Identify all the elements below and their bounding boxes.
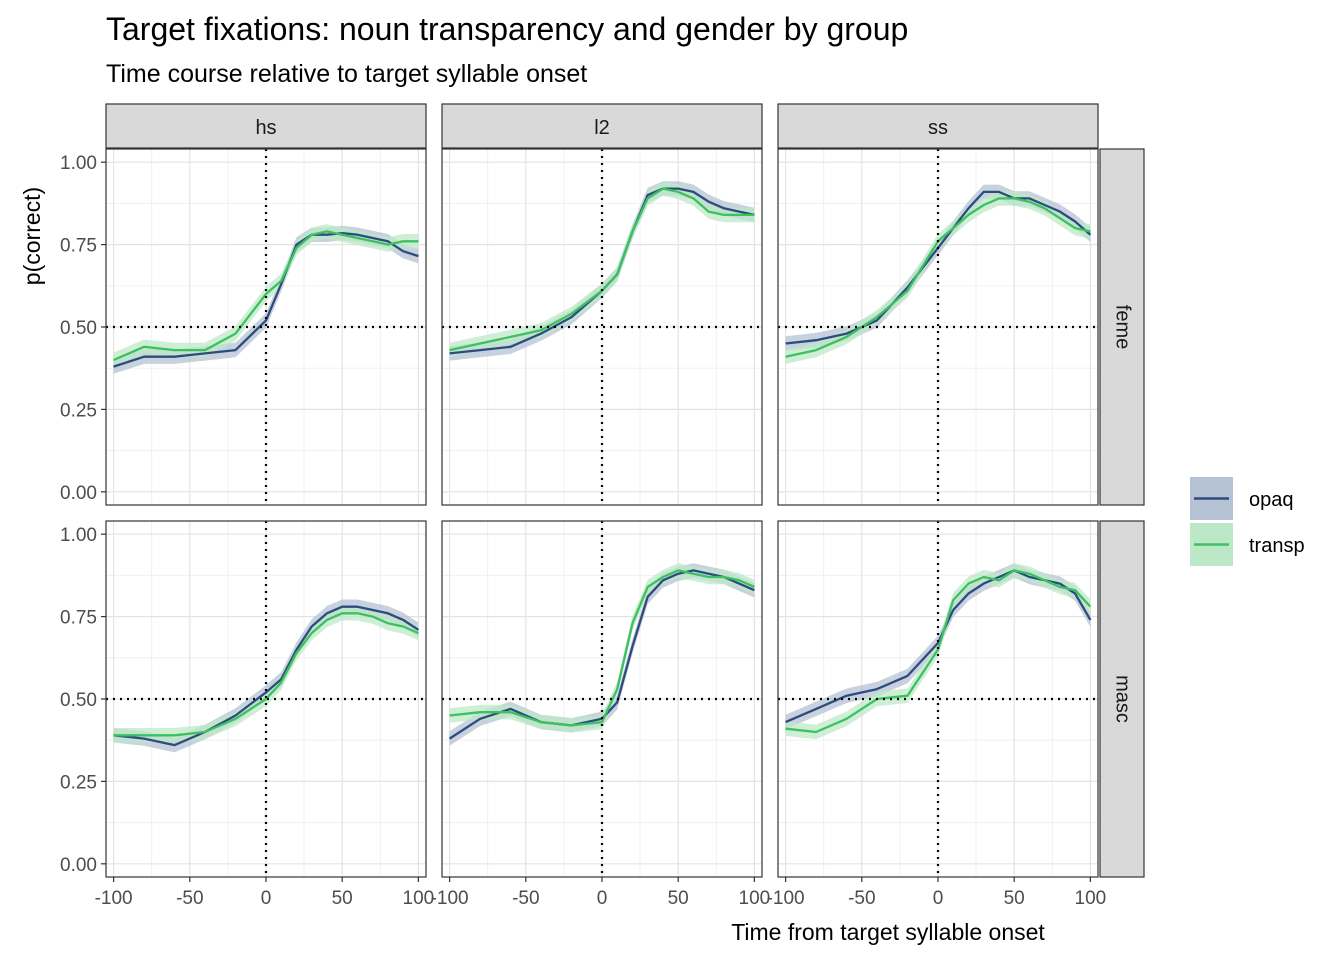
series-line-transp [113, 230, 419, 362]
series-line-transp [113, 612, 419, 737]
y-tick-label: 0.75 [60, 608, 97, 629]
y-tick-label: 0.50 [60, 318, 97, 339]
y-tick-label: 0.00 [60, 855, 97, 876]
x-tick-label: 100 [1075, 888, 1107, 909]
panel-l2-feme [441, 148, 763, 506]
panel-border [441, 148, 763, 506]
legend: opaq transp [1190, 477, 1305, 566]
strip-label-ss: ss [928, 117, 948, 139]
x-tick-label: -100 [431, 888, 469, 909]
series-line-transp [785, 197, 1091, 358]
ribbon-opaq [785, 184, 1091, 351]
x-tick-label: -100 [95, 888, 133, 909]
series-line-transp [785, 569, 1092, 734]
ribbon-transp [449, 181, 755, 358]
y-tick-label: 1.00 [60, 153, 97, 174]
x-tick-label: 50 [1004, 888, 1025, 909]
y-tick-label: 0.50 [60, 690, 97, 711]
series-line-transp [449, 569, 755, 727]
x-axis-title: Time from target syllable onset [731, 919, 1045, 945]
series-line-opaq [113, 231, 419, 368]
x-tick-label: 100 [739, 888, 771, 909]
chart-title: Target fixations: noun transparency and … [106, 11, 908, 47]
x-tick-label: 0 [261, 888, 272, 909]
series-line-opaq [785, 569, 1092, 724]
strip-hs [105, 103, 427, 149]
strip-ss [777, 103, 1099, 149]
y-tick-label: 0.75 [60, 236, 97, 257]
panel-hs-feme: 0.00 0.25 0.50 0.75 1.00 [60, 148, 427, 506]
y-axis-title: p(correct) [19, 187, 45, 285]
y-tick-label: 0.25 [60, 772, 97, 793]
x-tick-label: -50 [848, 888, 875, 909]
panel-ss-feme [777, 148, 1099, 506]
x-tick-label: 50 [668, 888, 689, 909]
chart-subtitle: Time course relative to target syllable … [106, 60, 587, 88]
strip-l2 [441, 103, 763, 149]
x-tick-label: -100 [767, 888, 805, 909]
strip-masc [1099, 520, 1145, 878]
series-line-opaq [448, 569, 755, 740]
y-tick-label: 1.00 [60, 525, 97, 546]
ribbon-transp [449, 563, 755, 733]
ribbon-transp [113, 606, 419, 743]
x-tick-label: 0 [933, 888, 944, 909]
ribbon-transp [785, 191, 1091, 364]
strip-label-hs: hs [255, 117, 276, 139]
strip-label-masc: masc [1112, 675, 1134, 723]
y-tick-label: 0.00 [60, 483, 97, 504]
y-tick-label: 0.25 [60, 400, 97, 421]
series-line-opaq [113, 605, 420, 747]
panel-border [777, 148, 1099, 506]
x-tick-label: 100 [403, 888, 435, 909]
panels: hs l2 ssfememasc0.000.250.500.751.000.000.… [60, 103, 1145, 909]
strip-feme [1099, 148, 1145, 506]
series-line-transp [449, 187, 755, 352]
legend-item-opaq: opaq [1190, 477, 1294, 520]
legend-label-transp: transp [1249, 535, 1305, 557]
panel-ss-masc: -100 -50 0 50 100 [767, 520, 1107, 909]
x-tick-label: 0 [597, 888, 608, 909]
legend-label-opaq: opaq [1249, 489, 1294, 511]
panel-hs-masc: 0.00 0.25 0.50 0.75 1.00 -100 -50 0 50 100 [60, 520, 435, 909]
x-tick-label: -50 [512, 888, 539, 909]
x-tick-label: 50 [332, 888, 353, 909]
strip-label-feme: feme [1112, 305, 1134, 349]
legend-item-transp: transp [1190, 523, 1305, 566]
strip-label-l2: l2 [594, 117, 610, 139]
x-tick-label: -50 [176, 888, 203, 909]
panel-l2-masc: -100 -50 0 50 100 [431, 520, 771, 909]
